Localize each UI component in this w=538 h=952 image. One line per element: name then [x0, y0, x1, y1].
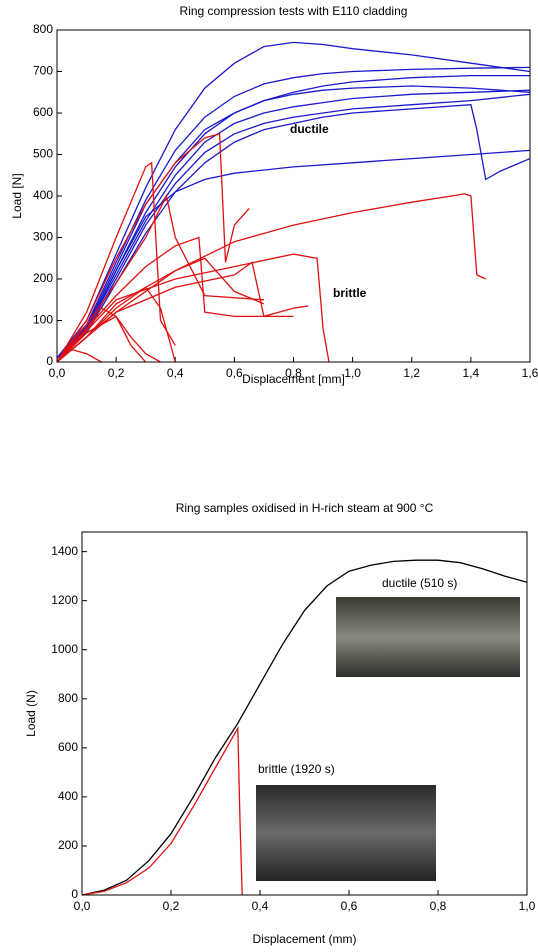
- x-axis-label: Displacement [mm]: [242, 372, 345, 386]
- x-tick-label: 1,0: [344, 366, 361, 380]
- x-axis-label: Displacement (mm): [252, 932, 356, 946]
- y-tick-label: 500: [33, 147, 53, 161]
- curve: [57, 161, 176, 362]
- y-tick-label: 800: [58, 691, 78, 705]
- x-tick-label: 0,4: [252, 899, 269, 913]
- x-tick-label: 1,0: [519, 899, 536, 913]
- annotation: brittle (1920 s): [258, 762, 335, 776]
- y-tick-label: 700: [33, 64, 53, 78]
- photo-ductile: [336, 597, 520, 677]
- curve: [57, 348, 102, 362]
- x-tick-label: 0,2: [108, 366, 125, 380]
- curve: [57, 149, 530, 359]
- curve: [57, 261, 309, 362]
- y-tick-label: 400: [33, 188, 53, 202]
- y-tick-label: 800: [33, 22, 53, 36]
- x-tick-label: 0,2: [163, 899, 180, 913]
- y-tick-label: 600: [33, 105, 53, 119]
- x-tick-label: 0,8: [285, 366, 302, 380]
- curve: [57, 66, 530, 359]
- x-tick-label: 1,2: [403, 366, 420, 380]
- y-tick-label: 1000: [51, 642, 78, 656]
- y-tick-label: 300: [33, 230, 53, 244]
- x-tick-label: 0,4: [167, 366, 184, 380]
- curve: [57, 85, 530, 359]
- plot-area: [82, 559, 527, 895]
- chart-title: Ring samples oxidised in H-rich steam at…: [176, 501, 434, 515]
- x-tick-label: 1,4: [463, 366, 480, 380]
- annotation: ductile: [290, 122, 329, 136]
- x-tick-label: 0,8: [430, 899, 447, 913]
- x-tick-label: 1,6: [522, 366, 538, 380]
- y-tick-label: 200: [33, 271, 53, 285]
- y-tick-label: 1200: [51, 593, 78, 607]
- photo-brittle: [256, 785, 436, 881]
- curve: [82, 725, 243, 895]
- x-tick-label: 0,6: [226, 366, 243, 380]
- y-axis-label: Load [N]: [10, 173, 24, 218]
- plot-area: [57, 41, 530, 362]
- annotation: ductile (510 s): [382, 576, 457, 590]
- frame: [81, 531, 528, 896]
- curve: [57, 41, 530, 359]
- y-tick-label: 100: [33, 313, 53, 327]
- curve: [57, 315, 161, 362]
- chart-title: Ring compression tests with E110 claddin…: [180, 4, 408, 18]
- curve: [57, 194, 264, 362]
- y-tick-label: 200: [58, 838, 78, 852]
- x-tick-label: 0,0: [74, 899, 91, 913]
- curve: [82, 559, 527, 895]
- x-tick-label: 0,0: [49, 366, 66, 380]
- y-tick-label: 600: [58, 740, 78, 754]
- y-tick-label: 1400: [51, 544, 78, 558]
- curve: [57, 236, 294, 362]
- curve: [57, 104, 530, 359]
- curve: [57, 93, 530, 359]
- x-tick-label: 0,6: [341, 899, 358, 913]
- y-tick-label: 0: [46, 354, 53, 368]
- curve: [57, 193, 486, 362]
- curve: [57, 89, 530, 359]
- curve: [57, 74, 530, 359]
- y-tick-label: 0: [71, 887, 78, 901]
- y-tick-label: 400: [58, 789, 78, 803]
- annotation: brittle: [333, 286, 367, 300]
- y-axis-label: Load (N): [24, 690, 38, 737]
- frame: [56, 29, 531, 363]
- curve: [57, 253, 330, 362]
